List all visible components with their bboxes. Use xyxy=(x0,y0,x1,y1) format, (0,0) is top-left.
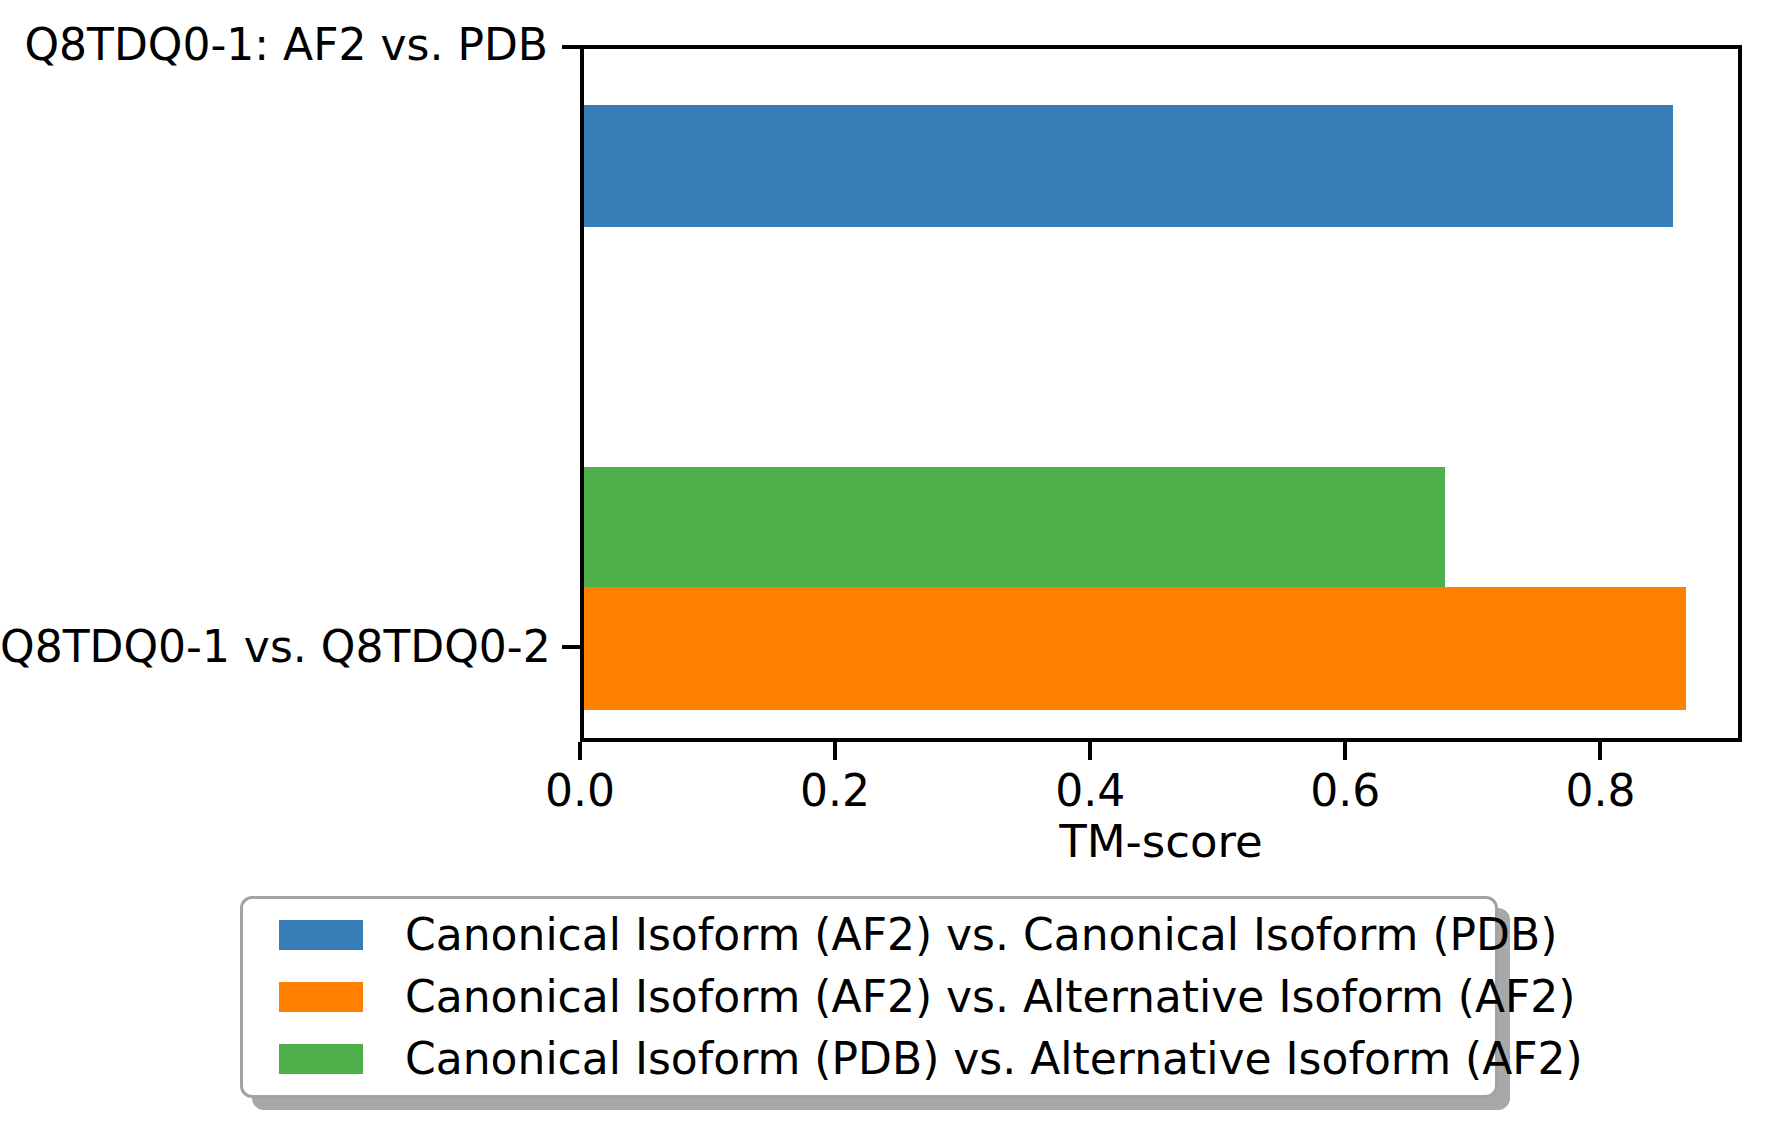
x-tick-label: 0.2 xyxy=(800,766,870,816)
x-axis-label: TM-score xyxy=(580,815,1742,869)
x-tick-label: 0.8 xyxy=(1565,766,1635,816)
bar-canonical-af2-vs-alternative-af2 xyxy=(584,587,1686,710)
legend-label: Canonical Isoform (AF2) vs. Canonical Is… xyxy=(405,911,1557,959)
bar-canonical-pdb-vs-alternative-af2 xyxy=(584,467,1445,587)
x-tick-label: 0.4 xyxy=(1055,766,1125,816)
legend-label: Canonical Isoform (AF2) vs. Alternative … xyxy=(405,973,1576,1021)
legend-swatch-blue xyxy=(279,920,363,950)
bar-canonical-af2-vs-canonical-pdb xyxy=(584,105,1673,227)
x-tick-label: 0.0 xyxy=(545,766,615,816)
x-tick-label: 0.6 xyxy=(1310,766,1380,816)
x-tick xyxy=(833,742,837,760)
legend-swatch-green xyxy=(279,1044,363,1074)
legend-label: Canonical Isoform (PDB) vs. Alternative … xyxy=(405,1035,1583,1083)
legend-entry: Canonical Isoform (PDB) vs. Alternative … xyxy=(263,1035,1475,1083)
y-category-label-bottom: Q8TDQ0-1 vs. Q8TDQ0-2 xyxy=(0,619,548,675)
y-category-label-top: Q8TDQ0-1: AF2 vs. PDB xyxy=(0,17,548,73)
legend-swatch-orange xyxy=(279,982,363,1012)
x-tick xyxy=(578,742,582,760)
x-tick xyxy=(1343,742,1347,760)
y-tick-top xyxy=(562,45,580,49)
legend-entry: Canonical Isoform (AF2) vs. Alternative … xyxy=(263,973,1475,1021)
y-tick-bottom xyxy=(562,645,580,649)
legend-entry: Canonical Isoform (AF2) vs. Canonical Is… xyxy=(263,911,1475,959)
x-tick xyxy=(1598,742,1602,760)
plot-area xyxy=(580,45,1742,742)
figure: Q8TDQ0-1: AF2 vs. PDB Q8TDQ0-1 vs. Q8TDQ… xyxy=(0,0,1773,1129)
legend-box: Canonical Isoform (AF2) vs. Canonical Is… xyxy=(240,896,1498,1098)
x-tick xyxy=(1088,742,1092,760)
